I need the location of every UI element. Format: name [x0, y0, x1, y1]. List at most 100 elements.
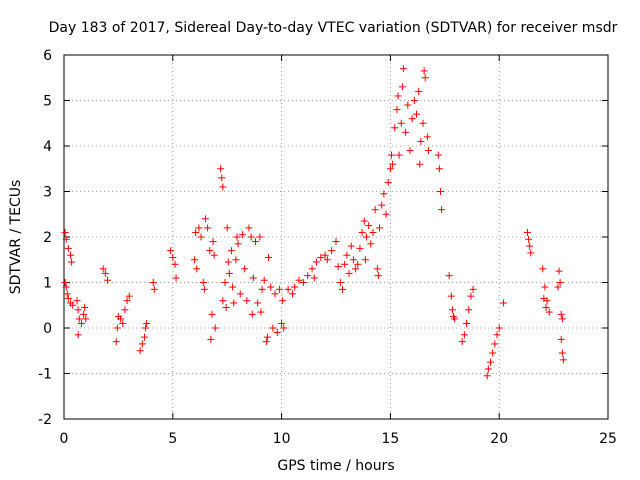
data-point [417, 137, 425, 145]
data-point [291, 283, 299, 291]
data-point [336, 279, 344, 286]
data-point [374, 272, 382, 280]
data-point [230, 299, 238, 307]
data-point [75, 315, 83, 323]
data-point [260, 276, 268, 284]
data-point [465, 306, 473, 314]
data-point [69, 301, 77, 309]
data-point [373, 265, 381, 273]
data-point [299, 279, 307, 286]
data-point [279, 297, 287, 305]
data-point [371, 206, 379, 214]
x-tick-label: 20 [490, 431, 508, 447]
data-point [234, 240, 242, 248]
data-point [554, 283, 562, 291]
data-point [328, 247, 336, 255]
data-point [245, 224, 253, 232]
data-point [404, 101, 412, 109]
data-point [113, 324, 121, 332]
data-point [438, 206, 446, 214]
y-tick-label: -2 [38, 412, 52, 428]
data-point [310, 274, 318, 282]
data-point [248, 310, 256, 318]
data-point [542, 304, 550, 312]
y-tick-label: 1 [43, 276, 52, 292]
data-point [367, 240, 375, 248]
data-point [228, 247, 236, 255]
data-point [448, 306, 456, 314]
x-tick-label: 5 [168, 431, 177, 447]
data-point [204, 224, 212, 232]
data-point [555, 267, 563, 275]
data-point [435, 165, 443, 173]
data-point [543, 297, 551, 305]
data-point [341, 260, 349, 268]
data-point [416, 160, 424, 168]
data-point [219, 297, 227, 305]
data-point [263, 333, 271, 341]
data-point [258, 285, 266, 293]
data-point [280, 324, 288, 332]
data-point [63, 290, 71, 298]
data-point [278, 319, 286, 327]
data-point [493, 331, 501, 339]
data-point [500, 299, 508, 307]
data-point [413, 110, 421, 118]
data-point [541, 283, 549, 291]
data-point [386, 165, 394, 173]
data-point [223, 224, 231, 232]
data-point [394, 92, 402, 100]
data-point [249, 274, 257, 282]
data-point [62, 235, 70, 243]
data-point [323, 256, 331, 264]
data-point [218, 174, 226, 182]
data-point [539, 265, 547, 273]
data-point [451, 315, 459, 323]
data-point [254, 299, 262, 307]
data-point [74, 306, 82, 314]
data-point [382, 210, 390, 218]
data-point [208, 310, 216, 318]
data-point [523, 228, 531, 236]
data-point [486, 358, 494, 366]
data-point [460, 331, 468, 339]
data-point [352, 265, 360, 273]
data-point [406, 147, 414, 155]
data-point [77, 319, 85, 327]
data-point [393, 106, 401, 114]
data-point [526, 242, 534, 250]
data-points [61, 65, 567, 380]
data-point [247, 233, 255, 241]
data-point [99, 265, 107, 273]
grid [64, 55, 608, 419]
data-point [149, 279, 157, 286]
data-point [232, 256, 240, 264]
data-point [556, 279, 564, 286]
data-point [172, 274, 180, 282]
data-point [82, 315, 90, 323]
data-point [193, 265, 201, 273]
data-point [142, 324, 150, 332]
data-point [257, 308, 265, 316]
data-point [64, 294, 72, 302]
data-point [317, 253, 325, 261]
data-point [119, 319, 127, 327]
data-point [68, 258, 76, 266]
data-point [332, 238, 340, 246]
data-point [420, 67, 428, 75]
data-point [238, 231, 246, 239]
data-point [74, 331, 82, 339]
data-point [545, 308, 553, 316]
data-point [64, 244, 72, 252]
data-point [267, 283, 275, 291]
y-tick-label: -1 [38, 367, 52, 383]
data-point [125, 292, 133, 300]
y-tick-label: 5 [43, 94, 52, 110]
data-point [349, 256, 357, 264]
data-point [210, 251, 218, 259]
data-point [121, 306, 129, 314]
data-point [251, 238, 259, 246]
x-tick-label: 10 [273, 431, 291, 447]
data-point [295, 276, 303, 284]
